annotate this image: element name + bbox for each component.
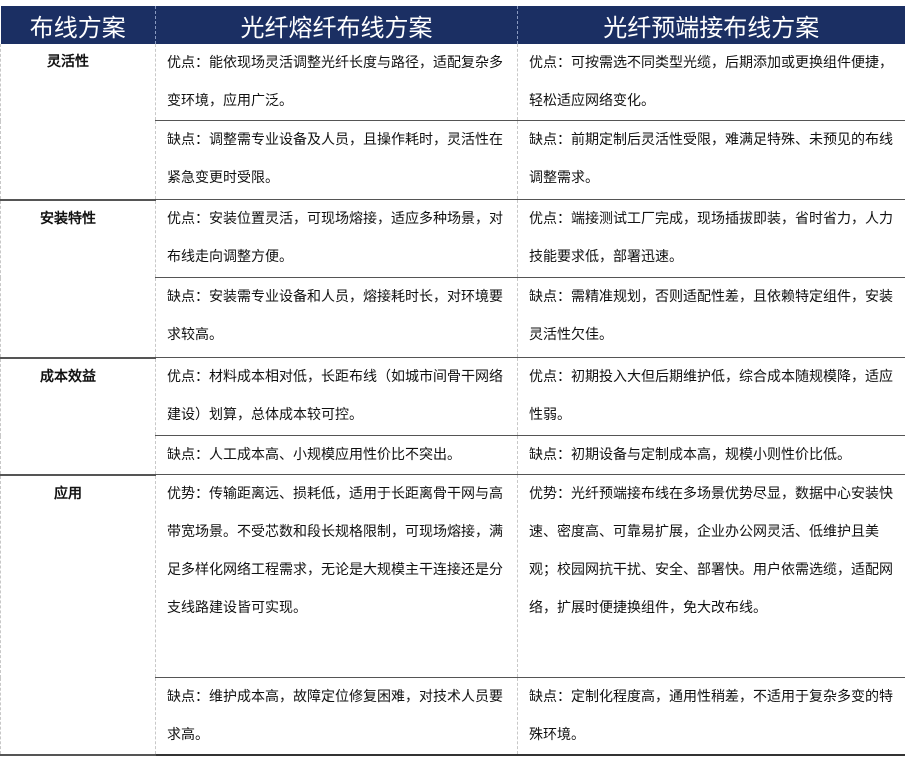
category-cell: 安装特性 [0, 199, 156, 359]
fusion-con: 缺点：人工成本高、小规模应用性价比不突出。 [155, 435, 518, 475]
fusion-pro: 优点：安装位置灵活，可现场熔接，适应多种场景，对布线走向调整方便。 [155, 199, 518, 278]
fusion-con: 缺点：维护成本高，故障定位修复困难，对技术人员要求高。 [155, 677, 518, 756]
fusion-con: 缺点：调整需专业设备及人员，且操作耗时，灵活性在紧急变更时受限。 [155, 120, 518, 200]
header-preterminated: 光纤预端接布线方案 [517, 6, 905, 44]
fusion-pro: 优点：材料成本相对低，长距布线（如城市间骨干网络建设）划算，总体成本较可控。 [155, 357, 518, 436]
preterm-con: 缺点：前期定制后灵活性受限，难满足特殊、未预见的布线调整需求。 [517, 120, 905, 200]
header-fusion: 光纤熔纤布线方案 [155, 6, 518, 44]
table-row: 缺点：安装需专业设备和人员，熔接耗时长，对环境要求较高。 缺点：需精准规划，否则… [1, 277, 905, 358]
table-row: 缺点：人工成本高、小规模应用性价比不突出。 缺点：初期设备与定制成本高，规模小则… [1, 435, 905, 475]
fusion-con: 缺点：安装需专业设备和人员，熔接耗时长，对环境要求较高。 [155, 277, 518, 358]
preterm-pro: 优点：初期投入大但后期维护低，综合成本随规模降，适应性弱。 [517, 357, 905, 436]
fusion-pro: 优点：能依现场灵活调整光纤长度与路径，适配复杂多变环境，应用广泛。 [155, 44, 518, 121]
header-scheme: 布线方案 [0, 6, 156, 44]
preterm-pro: 优势：光纤预端接布线在多场景优势尽显，数据中心安装快速、密度高、可靠易扩展，企业… [517, 474, 905, 678]
header-row: 布线方案 光纤熔纤布线方案 光纤预端接布线方案 [0, 6, 905, 44]
table-row: 缺点：调整需专业设备及人员，且操作耗时，灵活性在紧急变更时受限。 缺点：前期定制… [1, 120, 905, 200]
category-cell: 成本效益 [0, 357, 156, 476]
category-cell: 应用 [0, 474, 156, 756]
preterm-pro: 优点：端接测试工厂完成，现场插拔即装，省时省力，人力技能要求低，部署迅速。 [517, 199, 905, 278]
preterm-con: 缺点：初期设备与定制成本高，规模小则性价比低。 [517, 435, 905, 475]
table-row: 应用 优势：传输距离远、损耗低，适用于长距离骨干网与高带宽场景。不受芯数和段长规… [0, 474, 905, 756]
preterm-con: 缺点：需精准规划，否则适配性差，且依赖特定组件，安装灵活性欠佳。 [517, 277, 905, 358]
preterm-con: 缺点：定制化程度高，通用性稍差，不适用于复杂多变的特殊环境。 [517, 677, 905, 756]
table-row: 灵活性 优点：能依现场灵活调整光纤长度与路径，适配复杂多变环境，应用广泛。 优点… [0, 44, 905, 201]
preterm-pro: 优点：可按需选不同类型光缆，后期添加或更换组件便捷，轻松适应网络变化。 [517, 44, 905, 121]
fusion-pro: 优势：传输距离远、损耗低，适用于长距离骨干网与高带宽场景。不受芯数和段长规格限制… [155, 474, 518, 678]
table-row: 缺点：维护成本高，故障定位修复困难，对技术人员要求高。 缺点：定制化程度高，通用… [1, 677, 905, 756]
category-cell: 灵活性 [0, 44, 156, 201]
table-row: 安装特性 优点：安装位置灵活，可现场熔接，适应多种场景，对布线走向调整方便。 优… [0, 199, 905, 359]
comparison-table: 布线方案 光纤熔纤布线方案 光纤预端接布线方案 灵活性 优点：能依现场灵活调整光… [0, 6, 905, 756]
table-row: 成本效益 优点：材料成本相对低，长距布线（如城市间骨干网络建设）划算，总体成本较… [0, 357, 905, 476]
